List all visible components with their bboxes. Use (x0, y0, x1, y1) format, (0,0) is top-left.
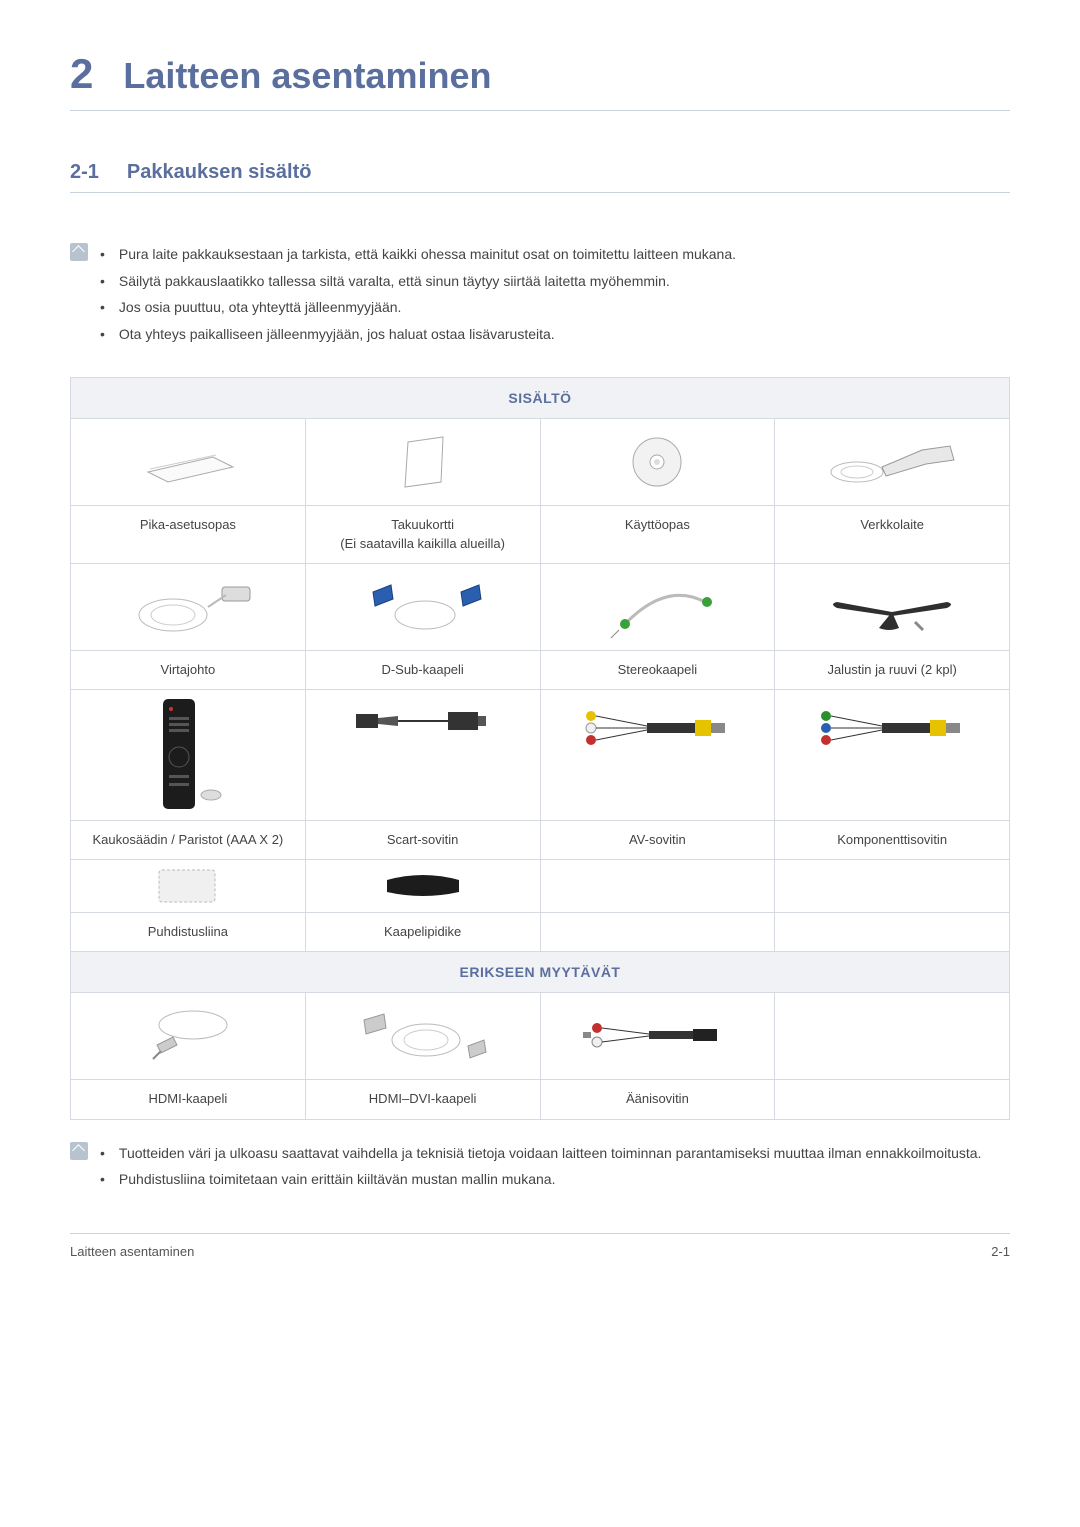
chapter-header: 2 Laitteen asentaminen (70, 50, 1010, 111)
hdmi-dvi-icon (348, 1006, 498, 1066)
cell-label: Kaapelipidike (306, 912, 540, 951)
top-note-block: Pura laite pakkauksestaan ja tarkista, e… (70, 241, 1010, 347)
note-item: Jos osia puuttuu, ota yhteyttä jälleenmy… (100, 294, 736, 321)
note-item: Pura laite pakkauksestaan ja tarkista, e… (100, 241, 736, 268)
audio-adapter-icon (577, 1016, 737, 1056)
table-header-sold-sep: ERIKSEEN MYYTÄVÄT (71, 952, 1010, 993)
contents-table: SISÄLTÖ Pika-asetusopas Takuukortti(Ei s… (70, 377, 1010, 1119)
card-icon (393, 432, 453, 492)
note-item: Ota yhteys paikalliseen jälleenmyyjään, … (100, 321, 736, 348)
stereo-icon (587, 572, 727, 642)
adapter-icon (822, 432, 962, 492)
cell-label (775, 912, 1009, 950)
chapter-number: 2 (70, 50, 93, 98)
table-header-contents: SISÄLTÖ (71, 378, 1010, 419)
av-icon (577, 708, 737, 748)
section-title: Pakkauksen sisältö (127, 161, 312, 184)
cell-label: Kaukosäädin / Paristot (AAA X 2) (71, 820, 305, 859)
cd-icon (627, 432, 687, 492)
cell-label: Virtajohto (71, 650, 305, 689)
section-header: 2-1 Pakkauksen sisältö (70, 161, 1010, 193)
section-number: 2-1 (70, 161, 99, 184)
holder-icon (373, 868, 473, 904)
note-item: Puhdistusliina toimitetaan vain erittäin… (100, 1166, 981, 1193)
table-row: HDMI-kaapeli HDMI–DVI-kaapeli Äänisoviti… (71, 993, 1010, 1119)
cell-label: Äänisovitin (541, 1079, 775, 1118)
note-icon (70, 243, 88, 261)
table-row: Kaukosäädin / Paristot (AAA X 2) Scart-s… (71, 689, 1010, 859)
table-row: Pika-asetusopas Takuukortti(Ei saatavill… (71, 419, 1010, 563)
cell-label: Pika-asetusopas (71, 505, 305, 544)
cell-label: AV-sovitin (541, 820, 775, 859)
dsub-icon (353, 577, 493, 637)
cell-label: Stereokaapeli (541, 650, 775, 689)
cell-label: Komponenttisovitin (775, 820, 1009, 859)
remote-icon (143, 695, 233, 815)
table-row: Virtajohto D-Sub-kaapeli Stereokaapeli J… (71, 563, 1010, 689)
power-cord-icon (118, 577, 258, 637)
table-row: Puhdistusliina Kaapelipidike (71, 860, 1010, 952)
cell-label: Jalustin ja ruuvi (2 kpl) (775, 650, 1009, 689)
page-footer: Laitteen asentaminen 2-1 (70, 1233, 1010, 1259)
note-icon (70, 1142, 88, 1160)
cell-label: Käyttöopas (541, 505, 775, 544)
cloth-icon (153, 864, 223, 908)
note-item: Tuotteiden väri ja ulkoasu saattavat vai… (100, 1140, 981, 1167)
footer-right: 2-1 (991, 1244, 1010, 1259)
hdmi-icon (133, 1001, 243, 1071)
guide-icon (138, 437, 238, 487)
cell-label: D-Sub-kaapeli (306, 650, 540, 689)
cell-label: Puhdistusliina (71, 912, 305, 951)
cell-label: Scart-sovitin (306, 820, 540, 859)
scart-icon (348, 708, 498, 738)
note-item: Säilytä pakkauslaatikko tallessa siltä v… (100, 268, 736, 295)
cell-label (541, 912, 775, 950)
cell-label: Takuukortti(Ei saatavilla kaikilla aluei… (306, 505, 540, 562)
bottom-note-block: Tuotteiden väri ja ulkoasu saattavat vai… (70, 1140, 1010, 1193)
component-icon (812, 708, 972, 748)
cell-label: HDMI–DVI-kaapeli (306, 1079, 540, 1118)
chapter-title: Laitteen asentaminen (123, 55, 491, 97)
cell-label: HDMI-kaapeli (71, 1079, 305, 1118)
top-note-list: Pura laite pakkauksestaan ja tarkista, e… (100, 241, 736, 347)
cell-label (775, 1079, 1009, 1117)
bottom-note-list: Tuotteiden väri ja ulkoasu saattavat vai… (100, 1140, 981, 1193)
stand-icon (817, 582, 967, 632)
cell-label: Verkkolaite (775, 505, 1009, 544)
footer-left: Laitteen asentaminen (70, 1244, 194, 1259)
